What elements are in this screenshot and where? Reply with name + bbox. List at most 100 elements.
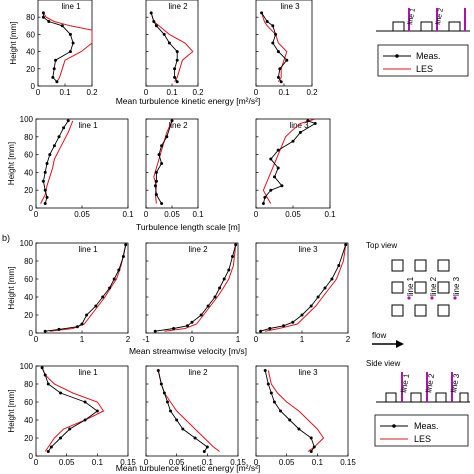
top-view-label: Top view <box>366 241 397 250</box>
chart-4-panel-3: 0 0.05 0.1 0.15 line 3 <box>254 365 356 467</box>
meas-point <box>274 32 278 36</box>
meas-point <box>43 202 47 206</box>
meas-point <box>59 436 63 440</box>
meas-point <box>272 400 276 404</box>
meas-point <box>43 188 47 192</box>
meas-point <box>54 58 58 62</box>
meas-point <box>269 157 273 161</box>
legend-bottom-meas: Meas. <box>414 421 439 431</box>
meas-point <box>271 41 275 45</box>
y-tick-label: 20 <box>24 311 33 320</box>
meas-point <box>108 286 112 290</box>
chart-2-panel-2: 0 0.05 0.1 line 2 <box>144 118 204 219</box>
meas-point <box>160 144 164 148</box>
meas-point <box>276 75 280 79</box>
x-tick-label: 1 <box>300 335 305 344</box>
y-tick-label: 0 <box>31 82 36 91</box>
side-view-line-3: line 3 <box>449 372 461 393</box>
meas-point <box>344 243 348 247</box>
meas-point <box>266 382 270 386</box>
y-tick-label: 0 <box>29 452 34 461</box>
y-tick-label: 0 <box>29 204 34 213</box>
meas-point <box>83 418 87 422</box>
les-line <box>41 367 105 452</box>
panel-title: line 2 <box>168 121 188 130</box>
meas-point <box>218 286 222 290</box>
les-line <box>42 12 93 82</box>
plot-frame <box>255 0 313 87</box>
meas-point <box>291 320 295 324</box>
meas-line <box>262 120 317 204</box>
y-axis-label: Height [mm] <box>7 389 16 432</box>
meas-point <box>276 166 280 170</box>
meas-point <box>154 170 158 174</box>
meas-point <box>206 304 210 308</box>
x-tick-label: 0 <box>144 88 149 97</box>
meas-point <box>276 148 280 152</box>
meas-point <box>75 325 79 329</box>
x-tick-label: 0 <box>254 210 259 219</box>
meas-point <box>175 418 179 422</box>
y-tick-label: 80 <box>26 13 35 22</box>
meas-point <box>199 313 203 317</box>
meas-point <box>43 373 47 377</box>
x-tick-label: 2 <box>126 335 131 344</box>
x-tick-label: 0 <box>34 335 39 344</box>
meas-point <box>46 450 50 453</box>
meas-line <box>150 12 178 82</box>
meas-point <box>52 144 56 148</box>
meas-point <box>41 179 45 183</box>
y-tick-label: 20 <box>24 186 33 195</box>
meas-point <box>43 170 47 174</box>
meas-point <box>297 427 301 431</box>
meas-point <box>278 67 282 71</box>
meas-point <box>263 195 267 199</box>
schematic-line-label-2: line 2 <box>435 8 445 26</box>
meas-point <box>57 135 61 139</box>
schematic-side-view-bottom: Side view line 1 line 2 line 3 <box>366 359 470 403</box>
meas-line <box>45 244 127 332</box>
x-tick-label: 0.1 <box>122 210 134 219</box>
meas-point <box>263 369 267 372</box>
x-axis-label: Mean turbulence kinetic energy [m²/s²] <box>116 96 261 106</box>
x-tick-label: 0.15 <box>120 458 136 467</box>
legend-top-meas: Meas. <box>416 51 441 61</box>
meas-point <box>162 32 166 36</box>
side-view-line-2: line 2 <box>424 372 436 393</box>
meas-point <box>160 162 164 165</box>
meas-point <box>312 445 316 449</box>
les-line <box>150 12 194 82</box>
panel-title: line 3 <box>298 245 318 254</box>
meas-point <box>268 327 272 330</box>
y-tick-label: 60 <box>24 275 33 284</box>
meas-point <box>288 418 292 422</box>
panel-title: line 1 <box>78 121 98 130</box>
y-tick-label: 40 <box>24 416 33 425</box>
x-tick-label: 0.2 <box>192 88 204 97</box>
meas-point <box>83 400 87 404</box>
les-line <box>265 244 347 332</box>
x-tick-label: 0.05 <box>164 210 180 219</box>
meas-point <box>234 243 238 247</box>
x-tick-label: 0 <box>34 210 39 219</box>
y-tick-label: 20 <box>26 65 35 74</box>
panel-title: line 3 <box>289 121 309 130</box>
y-tick-label: 100 <box>20 362 34 371</box>
x-axis-label: Mean streamwise velocity [m/s] <box>129 346 247 356</box>
x-tick-label: 0.15 <box>340 458 356 467</box>
meas-point <box>282 324 286 328</box>
panel-title: line 2 <box>188 368 208 377</box>
x-axis-label: Turbulence length scale [m] <box>136 222 240 232</box>
meas-point <box>330 277 334 281</box>
part-label-b: b) <box>2 233 10 243</box>
x-tick-label: 2 <box>346 335 351 344</box>
schematic-line-label-1: line 1 <box>407 8 417 26</box>
y-tick-label: 80 <box>24 380 33 389</box>
meas-point <box>154 24 158 28</box>
meas-point <box>259 329 263 333</box>
meas-point <box>68 427 72 431</box>
x-tick-label: 0.15 <box>230 458 246 467</box>
meas-point <box>149 11 153 15</box>
